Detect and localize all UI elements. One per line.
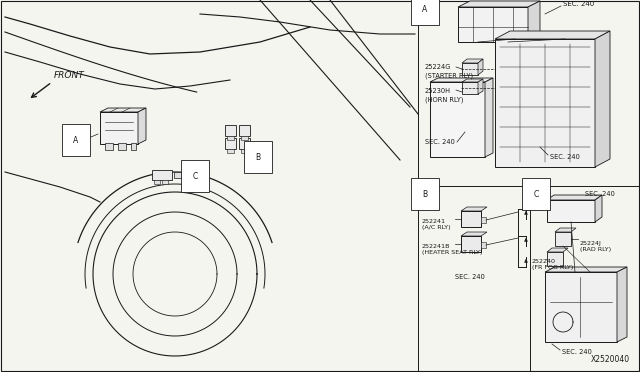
- Text: 252241B
(HEATER SEAT RLY): 252241B (HEATER SEAT RLY): [422, 244, 483, 255]
- Text: X2520040: X2520040: [591, 355, 630, 364]
- Text: 25224G
(STARTER RLY): 25224G (STARTER RLY): [425, 64, 473, 78]
- Polygon shape: [461, 207, 487, 211]
- Polygon shape: [461, 232, 487, 236]
- Polygon shape: [595, 195, 602, 222]
- Text: 252240
(FR FOG RLY): 252240 (FR FOG RLY): [532, 259, 573, 270]
- Polygon shape: [485, 78, 493, 157]
- Bar: [227, 136, 234, 140]
- Bar: [495, 39, 595, 167]
- Polygon shape: [547, 195, 602, 200]
- Bar: [461, 211, 481, 227]
- Text: B: B: [255, 153, 260, 161]
- Text: 25224J
(RAD RLY): 25224J (RAD RLY): [580, 241, 611, 252]
- Polygon shape: [547, 248, 568, 252]
- Bar: [241, 136, 248, 140]
- Text: SEC. 240: SEC. 240: [585, 191, 615, 197]
- Polygon shape: [430, 78, 493, 82]
- Text: SEC. 240: SEC. 240: [563, 1, 595, 7]
- Bar: [227, 149, 234, 153]
- Bar: [239, 138, 250, 149]
- Text: C: C: [533, 189, 539, 199]
- Text: C: C: [193, 171, 198, 180]
- Bar: [154, 180, 160, 184]
- Bar: [481, 217, 486, 223]
- Polygon shape: [462, 79, 483, 82]
- Bar: [241, 149, 248, 153]
- Polygon shape: [495, 31, 610, 39]
- Bar: [547, 252, 563, 266]
- Polygon shape: [595, 31, 610, 167]
- Bar: [462, 82, 478, 94]
- Polygon shape: [617, 267, 627, 342]
- Polygon shape: [462, 59, 483, 63]
- Text: SEC. 240: SEC. 240: [550, 154, 580, 160]
- Bar: [225, 125, 236, 136]
- Text: SEC. 240: SEC. 240: [562, 349, 592, 355]
- Bar: [458, 7, 528, 42]
- Polygon shape: [100, 108, 146, 112]
- Bar: [162, 180, 168, 184]
- Bar: [481, 242, 486, 248]
- Bar: [239, 125, 250, 136]
- Bar: [555, 232, 571, 246]
- Bar: [547, 200, 595, 222]
- Text: 252241
(A/C RLY): 252241 (A/C RLY): [422, 219, 451, 230]
- Polygon shape: [545, 267, 627, 272]
- Text: SEC. 240: SEC. 240: [425, 139, 455, 145]
- Bar: [100, 112, 138, 144]
- Bar: [131, 143, 136, 150]
- Bar: [118, 143, 126, 150]
- Text: B: B: [422, 189, 428, 199]
- Polygon shape: [478, 79, 483, 94]
- Bar: [430, 82, 485, 157]
- Text: SEC. 240: SEC. 240: [455, 274, 485, 280]
- Text: FRONT: FRONT: [54, 71, 84, 80]
- Text: A: A: [422, 4, 428, 13]
- Text: 25230H
(HORN RLY): 25230H (HORN RLY): [425, 88, 463, 103]
- Text: A: A: [74, 135, 79, 144]
- Bar: [545, 272, 617, 342]
- Polygon shape: [138, 108, 146, 144]
- Polygon shape: [458, 1, 540, 7]
- Bar: [105, 143, 113, 150]
- Polygon shape: [528, 1, 540, 42]
- Bar: [152, 170, 172, 180]
- Polygon shape: [555, 228, 576, 232]
- Polygon shape: [478, 59, 483, 75]
- Bar: [174, 172, 182, 178]
- Bar: [461, 236, 481, 252]
- Bar: [462, 63, 478, 75]
- Bar: [225, 138, 236, 149]
